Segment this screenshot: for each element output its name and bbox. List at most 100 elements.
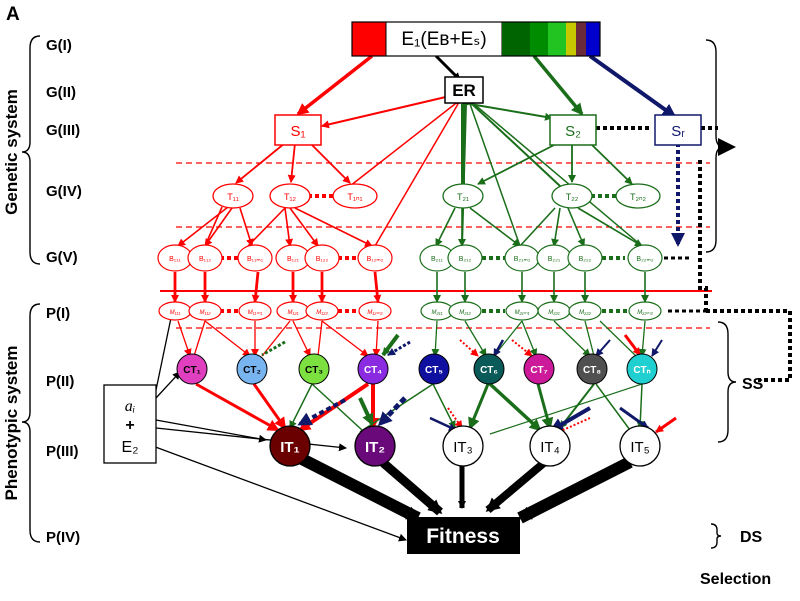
level-g5: G(V) bbox=[46, 249, 78, 266]
b-nodes: B₁₁₁ B₁₁₂ B₁₁ₘ₁ B₁₂₁ B₁₂₂ B₁₂ₘ₂ B₂₁₁ B₂₁₂ B₂₁ₘ₁ B… bbox=[157, 244, 663, 272]
left-braces bbox=[21, 35, 41, 543]
it-node-4: IT₄ bbox=[529, 425, 571, 467]
b-node-label: B₂₂₁ bbox=[548, 256, 561, 263]
ct-node-8: CT₈ bbox=[576, 353, 608, 385]
ct-node-4: CT₄ bbox=[357, 353, 389, 385]
b-node-red-4: B₁₂₁ bbox=[275, 244, 311, 272]
m-to-ct-green-edges bbox=[431, 320, 647, 357]
m-node-label: M₁₁ₘ₁ bbox=[248, 310, 263, 316]
selection-label: Selection bbox=[700, 571, 771, 588]
b-node-green-6: B₂₂ₘ₂ bbox=[627, 244, 663, 272]
env-e2-label: E₂ bbox=[122, 439, 139, 456]
level-g3: G(III) bbox=[46, 122, 80, 139]
b-node-label: B₂₁₂ bbox=[459, 256, 472, 263]
m-node-label: M₂₂₂ bbox=[579, 310, 592, 316]
level-g2: G(II) bbox=[46, 84, 76, 101]
genetic-right-brace bbox=[705, 39, 725, 253]
m-node-red-1: M₁₁₁ bbox=[158, 301, 192, 321]
env-ai-label: aᵢ bbox=[125, 398, 136, 415]
m-node-green-2: M₂₁₂ bbox=[448, 301, 482, 321]
ct-node-3: CT₃ bbox=[298, 353, 330, 385]
it-node-2: IT₂ bbox=[354, 425, 396, 467]
m-node-label: M₂₁₁ bbox=[431, 310, 442, 316]
b-node-label: B₁₁ₘ₁ bbox=[247, 256, 264, 263]
m-node-green-6: M₂₂ₘ₂ bbox=[628, 301, 662, 321]
m-node-red-6: M₁₂ₘ₂ bbox=[358, 301, 392, 321]
m-to-ct-red-edges bbox=[177, 320, 381, 357]
ct-node-label: CT₆ bbox=[480, 365, 498, 376]
b-node-red-1: B₁₁₁ bbox=[157, 244, 193, 272]
ct-node-9: CTₙ bbox=[626, 353, 658, 385]
it-node-label: IT₄ bbox=[540, 439, 559, 456]
b-node-label: B₂₁ₘ₁ bbox=[514, 256, 531, 263]
panel-label: A bbox=[6, 4, 20, 25]
genetic-brace bbox=[21, 35, 41, 265]
ct-node-7: CT₇ bbox=[523, 353, 555, 385]
level-p2: P(II) bbox=[46, 373, 74, 390]
b-node-label: B₁₂₂ bbox=[316, 256, 329, 263]
ss-label: SS bbox=[742, 376, 764, 393]
ss-brace bbox=[717, 321, 737, 443]
bar-right-swatch bbox=[576, 22, 586, 56]
ct-node-label: CTₙ bbox=[633, 365, 650, 376]
m-node-label: M₁₂ₘ₂ bbox=[367, 310, 383, 316]
m-node-red-4: M₁₂₁ bbox=[276, 301, 310, 321]
environment-input-box: aᵢ + E₂ bbox=[103, 384, 157, 464]
m-node-red-3: M₁₁ₘ₁ bbox=[238, 301, 272, 321]
node-t2n2-label: T₂ₙ₂ bbox=[630, 192, 647, 202]
m-node-label: M₂₂ₘ₂ bbox=[637, 310, 653, 316]
ct-node-6: CT₆ bbox=[473, 353, 505, 385]
b-node-green-5: B₂₂₂ bbox=[567, 244, 603, 272]
it-node-label: IT₁ bbox=[280, 439, 300, 456]
b-node-green-4: B₂₂₁ bbox=[536, 244, 572, 272]
bar-left-swatch bbox=[351, 21, 387, 57]
bar-right-swatch bbox=[502, 22, 530, 56]
it-nodes: IT₁ IT₂ IT₃ IT₄ IT₅ bbox=[269, 425, 661, 467]
b-to-m-green-edges bbox=[433, 272, 649, 303]
m-node-red-5: M₁₂₂ bbox=[305, 301, 339, 321]
s2-to-t-edges bbox=[477, 142, 633, 185]
env-edges bbox=[149, 312, 407, 542]
m-node-label: M₁₁₁ bbox=[170, 310, 181, 316]
b-node-red-3: B₁₁ₘ₁ bbox=[237, 244, 273, 272]
node-t1n1-label: T₁ₙ₁ bbox=[347, 192, 362, 202]
t-node-labels: T₁₁ T₁₂ T₁ₙ₁ T₂₁ T₂₂ T₂ₙ₂ bbox=[227, 192, 646, 202]
node-s1: S₁ bbox=[274, 114, 322, 146]
fitness-node: Fitness bbox=[407, 517, 520, 554]
phenotypic-level-labels: P(I) P(II) P(III) P(IV) bbox=[46, 305, 80, 546]
bar-label: E₁(Eʙ+Eₛ) bbox=[401, 29, 486, 50]
ct-node-label: CT₇ bbox=[530, 365, 547, 376]
ct-to-it-edges bbox=[195, 382, 677, 435]
it-node-3: IT₃ bbox=[442, 425, 484, 467]
sr-connectors bbox=[596, 126, 792, 382]
t-nodes bbox=[212, 183, 661, 209]
it-node-1: IT₁ bbox=[269, 425, 311, 467]
ct-node-label: CT₅ bbox=[425, 365, 443, 376]
ct-node-label: CT₈ bbox=[583, 365, 601, 376]
top-edges bbox=[296, 54, 677, 118]
m-node-label: M₁₁₂ bbox=[199, 310, 211, 316]
bar-right-swatch bbox=[530, 22, 548, 56]
m-node-green-3: M₂₁ₘ₁ bbox=[505, 301, 539, 321]
ds-label: DS bbox=[740, 529, 763, 546]
selection-arrowhead bbox=[718, 138, 736, 156]
level-p4: P(IV) bbox=[46, 529, 80, 546]
it-node-label: IT₅ bbox=[630, 439, 649, 456]
ct-node-label: CT₃ bbox=[305, 365, 323, 376]
m-node-label: M₁₂₁ bbox=[287, 310, 298, 316]
node-t11-label: T₁₁ bbox=[227, 192, 239, 202]
it-node-label: IT₂ bbox=[365, 439, 385, 456]
ct-node-2: CT₂ bbox=[236, 353, 268, 385]
env-plus-label: + bbox=[125, 417, 134, 434]
ct-node-label: CT₂ bbox=[243, 365, 261, 376]
m-node-label: M₂₁₂ bbox=[459, 310, 471, 316]
bar-right-swatch bbox=[548, 22, 566, 56]
level-p1: P(I) bbox=[46, 305, 70, 322]
level-g4: G(IV) bbox=[46, 183, 82, 200]
m-node-label: M₂₁ₘ₁ bbox=[515, 310, 530, 316]
b-node-green-2: B₂₁₂ bbox=[447, 244, 483, 272]
m-node-green-1: M₂₁₁ bbox=[420, 301, 454, 321]
t-to-b-red-edges bbox=[177, 206, 373, 247]
b-node-label: B₁₂₁ bbox=[287, 256, 300, 263]
